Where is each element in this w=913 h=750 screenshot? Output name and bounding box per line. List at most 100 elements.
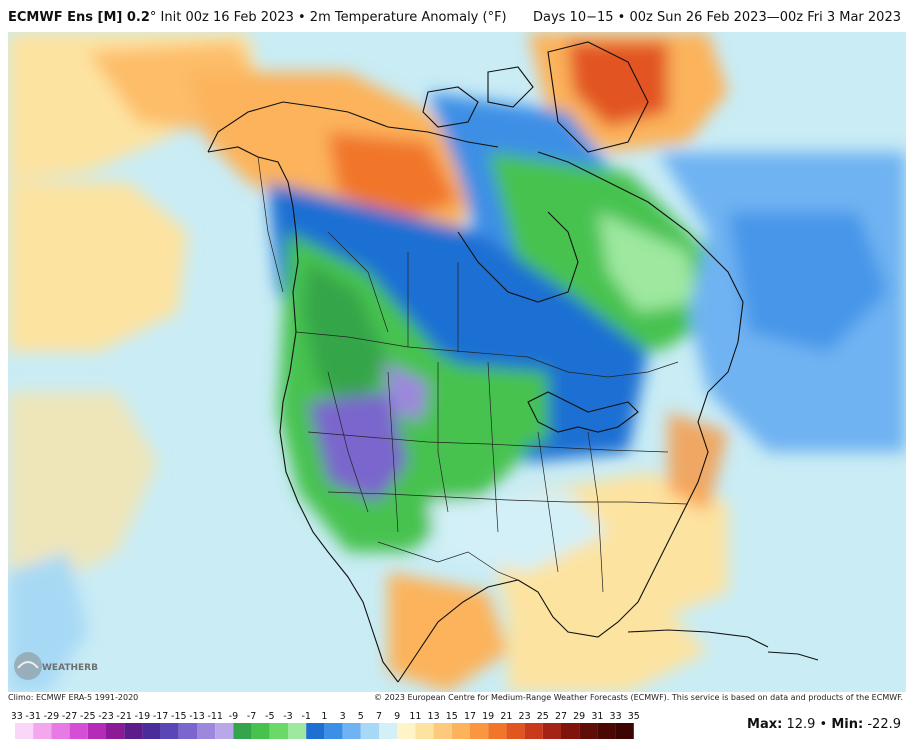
variable-name: • 2m Temperature Anomaly (°F): [298, 10, 507, 25]
colorbar-tick-label: 31: [591, 711, 603, 722]
colorbar-swatch: [269, 723, 288, 739]
colorbar-tick-label: -33: [12, 711, 23, 722]
map-canvas: [8, 32, 906, 692]
min-value: -22.9: [867, 717, 901, 732]
init-time: Init 00z 16 Feb 2023: [160, 10, 294, 25]
cool-core-north-atlantic: [728, 212, 888, 352]
logo-text: WEATHERBELL: [42, 663, 98, 673]
warm-core-greenland: [568, 42, 668, 127]
colorbar-tick-label: -27: [62, 711, 78, 722]
colorbar-swatch: [251, 723, 270, 739]
colorbar-tick-label: 15: [446, 711, 458, 722]
state-boundary-4: [487, 361, 499, 533]
max-value: 12.9: [786, 717, 816, 732]
forecast-period: Days 10−15 • 00z Sun 26 Feb 2023—00z Fri…: [532, 10, 901, 25]
stats-separator: •: [819, 717, 828, 732]
west-coastline: [207, 146, 399, 683]
colorbar-tick-label: 19: [482, 711, 494, 722]
colorbar-swatch: [342, 723, 361, 739]
colorbar-swatch: [470, 723, 489, 739]
cold-core-labrador: [598, 212, 698, 312]
neutral-area-southern-plains: [428, 492, 608, 572]
bc-alberta-border: [327, 231, 389, 333]
colorbar-swatch: [379, 723, 398, 739]
colorbar-tick-label: -21: [116, 711, 132, 722]
state-boundary-2: [387, 371, 399, 533]
min-label: Min:: [831, 717, 864, 732]
greenland-outline: [547, 41, 649, 153]
colorbar-tick-label: -29: [44, 711, 60, 722]
climo-note: Climo: ECMWF ERA-5 1991-2020: [8, 693, 139, 702]
colorbar-swatch: [488, 723, 507, 739]
colorbar-swatch: [397, 723, 416, 739]
colorbar-tick-label: -1: [301, 711, 310, 722]
colorbar-swatch: [124, 723, 143, 739]
alaska-border: [257, 156, 284, 293]
great-lakes: [527, 391, 639, 433]
weatherbell-logo: WEATHERBELL: [12, 646, 116, 686]
colorbar-swatch: [561, 723, 580, 739]
colorbar-tick-label: -7: [247, 711, 256, 722]
colorbar-swatch: [433, 723, 452, 739]
model-name: ECMWF Ens [M] 0.2: [8, 10, 150, 25]
coastlines: [207, 41, 819, 683]
colorbar-swatch: [360, 723, 379, 739]
color-scale-legend: -33-31-29-27-25-23-21-19-17-15-13-11-9-7…: [7, 708, 652, 744]
anomaly-field: [8, 32, 906, 692]
copyright-note: © 2023 European Centre for Medium-Range …: [374, 693, 903, 702]
colorbar-swatch: [306, 723, 325, 739]
arctic-coastline: [207, 101, 499, 153]
colorbar-tick-label: 33: [610, 711, 622, 722]
colorbar-tick-label: -5: [265, 711, 274, 722]
colorbar-tick-label: 9: [394, 711, 400, 722]
colorbar-swatch: [579, 723, 598, 739]
colorbar-tick-label: 7: [376, 711, 382, 722]
colorbar-swatch: [615, 723, 634, 739]
colorbar-tick-label: -25: [80, 711, 96, 722]
colorbar-swatch: [524, 723, 543, 739]
colorbar-swatch: [233, 723, 252, 739]
colorbar-swatch: [597, 723, 616, 739]
colorbar-tick-label: 23: [519, 711, 531, 722]
weatherbell-logo-graphic: WEATHERBELL: [14, 652, 116, 680]
colorbar-swatch: [451, 723, 470, 739]
arctic-island-2: [487, 66, 534, 108]
latitude-boundary-2: [327, 491, 689, 505]
warm-area-mexico: [388, 572, 508, 692]
us-mexico-border: [377, 541, 519, 581]
colorbar-swatch: [160, 723, 179, 739]
max-min-stats: Max: 12.9 • Min: -22.9: [747, 717, 901, 732]
color-scale-svg: -33-31-29-27-25-23-21-19-17-15-13-11-9-7…: [7, 711, 640, 739]
colorbar-swatch: [288, 723, 307, 739]
hudson-bay: [457, 211, 579, 303]
state-boundary-1: [327, 371, 369, 513]
degree-symbol: °: [149, 10, 157, 25]
colorbar-tick-label: -31: [25, 711, 41, 722]
colorbar-tick-label: 13: [428, 711, 440, 722]
political-boundaries: [257, 156, 689, 593]
max-label: Max:: [747, 717, 783, 732]
colorbar-swatch: [69, 723, 88, 739]
colorbar-tick-label: -13: [189, 711, 205, 722]
colorbar-tick-label: 1: [321, 711, 327, 722]
colorbar-swatch: [106, 723, 125, 739]
coldest-area-great-basin: [308, 392, 408, 502]
colorbar-swatch: [178, 723, 197, 739]
cuba-outline: [627, 629, 769, 648]
state-boundary-3: [437, 362, 449, 513]
colorbar-swatch: [142, 723, 161, 739]
colorbar-tick-label: -23: [98, 711, 114, 722]
colorbar-swatch: [542, 723, 561, 739]
warm-core-northwest-territories: [328, 132, 458, 222]
state-boundary-5: [537, 431, 559, 573]
colorbar-tick-label: 35: [628, 711, 640, 722]
hudson-labrador-coast: [537, 151, 709, 253]
colorbar-swatch: [197, 723, 216, 739]
colorbar-tick-label: -17: [153, 711, 169, 722]
colorbar-tick-label: -19: [135, 711, 151, 722]
colorbar-swatch: [15, 723, 34, 739]
map-title: ECMWF Ens [M] 0.2° Init 00z 16 Feb 2023 …: [8, 10, 507, 25]
warm-area-subtropical-pacific: [8, 392, 158, 592]
south-east-coastline: [397, 251, 744, 683]
cold-core-wyoming: [383, 362, 428, 422]
